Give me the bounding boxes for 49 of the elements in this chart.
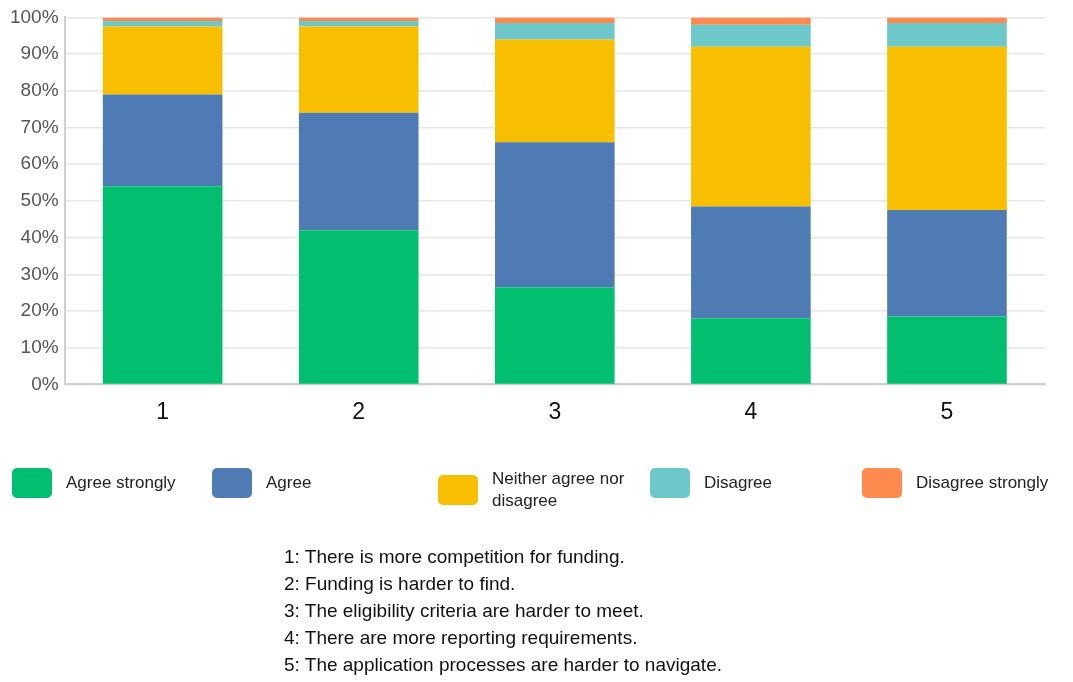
bar [102, 186, 223, 384]
bar [298, 21, 419, 27]
bar [887, 46, 1007, 211]
text: 4: There are more reporting requirements. [284, 626, 639, 650]
bar [298, 26, 419, 113]
legend-label: Disagree strongly [916, 472, 1049, 494]
y-tick-label: 60% [20, 152, 59, 174]
bar [691, 24, 811, 47]
legend-label: Neither agree nor disagree [492, 468, 626, 512]
text: 3: The eligibility criteria are harder to meet. [284, 599, 645, 623]
bar [298, 112, 419, 231]
bar [494, 39, 615, 143]
bar [494, 17, 615, 23]
bar [102, 26, 223, 95]
text: 5: The application processes are harder to navigate. [284, 653, 722, 677]
bar [102, 94, 223, 187]
y-tick-label: 40% [20, 225, 59, 247]
bar [691, 206, 811, 319]
y-tick-label: 30% [20, 262, 59, 284]
bar [887, 17, 1007, 23]
legend-label: Agree [266, 472, 312, 494]
x-tick-label: 3 [548, 397, 562, 424]
y-tick-label: 10% [20, 335, 59, 357]
bar [102, 21, 223, 27]
y-tick-label: 0% [31, 372, 59, 394]
x-tick-label: 5 [940, 397, 954, 424]
bar [691, 318, 811, 384]
y-tick-label: 90% [20, 42, 59, 64]
text: 1: There is more competition for funding. [284, 545, 626, 569]
bar [494, 287, 615, 384]
y-tick-label: 80% [20, 79, 59, 101]
y-tick-label: 50% [20, 189, 59, 211]
bar [494, 22, 615, 40]
bar [691, 17, 811, 25]
bar [887, 210, 1007, 317]
legend-label: Disagree [704, 472, 773, 494]
bar [691, 46, 811, 207]
bar [887, 316, 1007, 384]
text: 2: Funding is harder to find. [284, 572, 517, 596]
x-tick-label: 4 [744, 397, 758, 424]
legend-label: Agree strongly [66, 472, 176, 494]
x-tick-label: 1 [156, 397, 170, 424]
y-tick-label: 20% [20, 299, 59, 321]
bar [494, 142, 615, 288]
bar [298, 230, 419, 384]
x-tick-label: 2 [352, 397, 366, 424]
y-tick-label: 100% [9, 5, 59, 27]
y-tick-label: 70% [20, 115, 59, 137]
bar [887, 22, 1007, 47]
